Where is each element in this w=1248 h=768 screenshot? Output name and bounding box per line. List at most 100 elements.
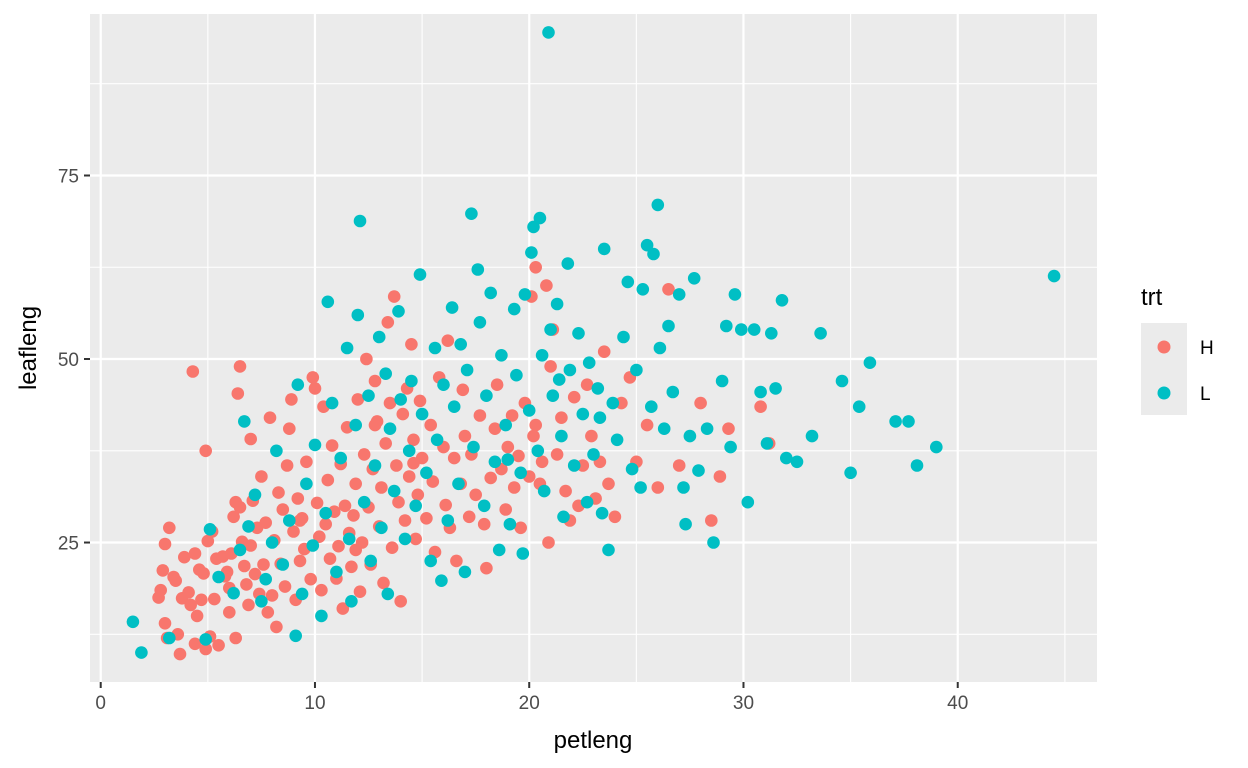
data-point-h bbox=[662, 283, 675, 296]
data-point-l bbox=[315, 609, 328, 623]
data-point-h bbox=[240, 578, 253, 591]
data-point-l bbox=[467, 440, 480, 454]
data-point-l bbox=[640, 238, 654, 252]
data-point-h bbox=[385, 541, 399, 554]
data-point-h bbox=[458, 429, 472, 443]
data-point-h bbox=[597, 345, 611, 359]
x-tick-label: 0 bbox=[95, 693, 106, 714]
data-point-l bbox=[707, 536, 720, 549]
data-point-h bbox=[233, 501, 247, 514]
grid-minor bbox=[90, 14, 1097, 682]
data-point-h bbox=[501, 440, 515, 454]
data-point-l bbox=[572, 327, 585, 340]
data-point-h bbox=[287, 525, 300, 538]
legend-label-l: L bbox=[1200, 384, 1211, 405]
data-point-h bbox=[156, 564, 170, 577]
data-point-l bbox=[480, 389, 493, 403]
data-point-h bbox=[507, 481, 521, 494]
data-point-l bbox=[227, 586, 240, 600]
data-point-h bbox=[244, 432, 257, 446]
data-point-l bbox=[537, 484, 551, 498]
data-point-h bbox=[368, 374, 382, 388]
data-point-h bbox=[540, 279, 553, 292]
data-point-l bbox=[715, 374, 729, 388]
data-point-l bbox=[1047, 269, 1061, 283]
data-point-l bbox=[283, 514, 296, 527]
data-point-h bbox=[306, 371, 320, 384]
data-point-l bbox=[636, 283, 650, 296]
data-point-l bbox=[563, 363, 577, 377]
data-point-h bbox=[535, 455, 549, 469]
data-point-h bbox=[291, 492, 305, 505]
data-point-l bbox=[630, 363, 643, 377]
data-point-l bbox=[790, 455, 804, 469]
data-point-l bbox=[460, 363, 474, 377]
data-point-h bbox=[447, 451, 461, 465]
data-point-l bbox=[754, 385, 767, 399]
data-point-l bbox=[780, 451, 793, 465]
data-point-l bbox=[289, 629, 303, 643]
data-point-l bbox=[606, 396, 620, 410]
data-point-l bbox=[531, 444, 545, 458]
data-point-h bbox=[227, 510, 240, 524]
data-point-l bbox=[591, 382, 605, 395]
data-point-h bbox=[197, 567, 210, 580]
data-point-l bbox=[814, 327, 827, 340]
data-point-h bbox=[529, 418, 542, 432]
data-point-h bbox=[178, 550, 191, 564]
data-point-h bbox=[349, 543, 363, 557]
data-point-h bbox=[651, 481, 665, 494]
data-point-l bbox=[430, 433, 444, 447]
data-point-h bbox=[201, 534, 215, 548]
x-tick-label: 20 bbox=[519, 693, 540, 714]
data-point-l bbox=[387, 484, 401, 498]
data-point-h bbox=[377, 576, 390, 590]
data-point-h bbox=[409, 532, 423, 546]
data-point-l bbox=[437, 378, 450, 392]
data-point-l bbox=[507, 302, 521, 316]
y-axis: 25 50 75 bbox=[58, 166, 90, 555]
data-point-l bbox=[683, 429, 697, 443]
data-point-l bbox=[265, 536, 279, 549]
data-point-l bbox=[495, 349, 508, 362]
data-point-l bbox=[889, 415, 902, 428]
data-point-h bbox=[672, 459, 686, 472]
data-point-l bbox=[687, 272, 701, 285]
legend-label-h: H bbox=[1200, 338, 1214, 359]
data-point-l bbox=[270, 444, 283, 458]
data-point-l bbox=[306, 539, 320, 552]
data-point-h bbox=[411, 488, 425, 502]
data-point-l bbox=[720, 319, 733, 333]
data-point-h bbox=[265, 589, 279, 602]
legend: trt H L bbox=[1141, 284, 1214, 415]
x-tick-label: 30 bbox=[733, 693, 754, 714]
y-tick-label: 50 bbox=[58, 350, 79, 371]
data-point-h bbox=[550, 448, 564, 461]
data-point-l bbox=[546, 389, 560, 403]
data-point-h bbox=[394, 595, 408, 608]
data-point-l bbox=[844, 466, 857, 480]
data-point-l bbox=[666, 385, 680, 399]
data-point-h bbox=[308, 382, 322, 395]
data-point-l bbox=[499, 418, 512, 432]
data-point-h bbox=[325, 439, 339, 452]
data-point-l bbox=[516, 547, 530, 560]
data-point-l bbox=[775, 294, 789, 307]
data-point-h bbox=[754, 400, 767, 414]
data-point-h bbox=[276, 503, 290, 516]
data-point-h bbox=[293, 554, 307, 568]
data-point-l bbox=[330, 565, 343, 579]
data-point-l bbox=[582, 356, 596, 370]
data-point-l bbox=[473, 316, 487, 329]
data-point-l bbox=[544, 323, 557, 336]
data-point-h bbox=[713, 470, 727, 483]
data-point-h bbox=[349, 477, 363, 491]
data-point-l bbox=[525, 246, 538, 259]
data-point-l bbox=[645, 400, 658, 414]
data-point-l bbox=[835, 374, 849, 388]
data-point-h bbox=[212, 639, 225, 652]
data-point-l bbox=[910, 459, 924, 472]
data-point-l bbox=[364, 554, 378, 568]
data-point-h bbox=[383, 396, 397, 410]
